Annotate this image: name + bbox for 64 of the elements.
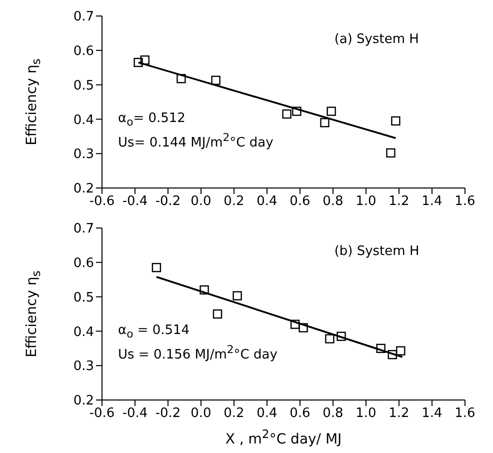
point xyxy=(326,106,336,116)
y-tick-label: 0.6 xyxy=(73,44,94,60)
annotation: α$_{o}$= 0.512 xyxy=(118,110,186,128)
annotation: Us = 0.156 MJ/m$^{2}$°C day xyxy=(118,342,278,362)
point xyxy=(386,148,396,158)
x-tick-label: 1.0 xyxy=(356,406,376,422)
x-tick-label: 1.6 xyxy=(454,194,476,210)
point xyxy=(396,346,406,356)
point xyxy=(298,323,308,332)
x-tick-label: -0.4 xyxy=(122,406,148,422)
point xyxy=(211,76,220,85)
annotation: α$_{o}$ = 0.514 xyxy=(118,322,190,340)
point xyxy=(388,350,397,360)
x-tick-label: 1.2 xyxy=(388,406,410,422)
point xyxy=(232,291,242,300)
point xyxy=(282,109,292,119)
y-tick-label: 0.6 xyxy=(73,256,94,272)
y-tick-label: 0.7 xyxy=(73,10,94,25)
x-tick-label: -0.4 xyxy=(122,194,148,210)
x-tick-label: 0.6 xyxy=(290,406,310,422)
point xyxy=(176,74,186,84)
x-tick-label: -0.6 xyxy=(89,194,115,210)
point xyxy=(391,116,400,126)
point xyxy=(336,332,346,341)
x-tick-label: 0.8 xyxy=(322,194,344,210)
y-tick-label: 0.3 xyxy=(73,147,94,162)
point xyxy=(140,55,150,65)
y-tick-label: 0.7 xyxy=(73,222,94,237)
x-tick-label: -0.2 xyxy=(155,194,181,210)
y-tick-label: 0.4 xyxy=(73,112,94,128)
y-tick-label: 0.2 xyxy=(73,182,94,197)
x-tick-label: 0.8 xyxy=(322,406,344,422)
point xyxy=(292,106,302,116)
x-axis-title: X , m$^{2}$°C day/ MJ xyxy=(225,427,342,448)
y-tick-label: 0.5 xyxy=(73,78,94,94)
point xyxy=(212,309,222,319)
point xyxy=(325,334,334,344)
x-tick-label: 0.2 xyxy=(224,406,244,422)
x-tick-label: -0.6 xyxy=(89,406,115,422)
x-tick-label: 0.6 xyxy=(290,194,310,210)
x-tick-label: 0.4 xyxy=(256,406,278,422)
y-tick-label: 0.3 xyxy=(73,359,94,374)
x-tick-label: 1.0 xyxy=(356,194,376,210)
point xyxy=(152,262,162,272)
annotation: (b) System H xyxy=(334,244,420,259)
x-tick-label: 0.4 xyxy=(256,194,278,210)
x-tick-label: 1.4 xyxy=(422,194,442,210)
x-tick-label: 1.2 xyxy=(388,194,410,210)
point xyxy=(376,344,386,353)
y-tick-label: 0.4 xyxy=(73,324,94,340)
x-tick-label: -0.2 xyxy=(155,406,181,422)
x-tick-label: 1.6 xyxy=(454,406,476,422)
annotation: (a) System H xyxy=(334,32,419,47)
x-tick-label: 0.0 xyxy=(190,406,212,422)
point xyxy=(134,58,143,68)
point xyxy=(200,285,209,295)
annotation: Us= 0.144 MJ/m$^{2}$°C day xyxy=(118,130,274,150)
x-tick-label: 0.0 xyxy=(190,194,212,210)
point xyxy=(290,320,300,329)
y-tick-label: 0.5 xyxy=(73,290,94,306)
x-tick-label: 0.2 xyxy=(224,194,244,210)
y-tick-label: 0.2 xyxy=(73,394,94,409)
x-tick-label: 1.4 xyxy=(422,406,442,422)
point xyxy=(320,118,330,128)
